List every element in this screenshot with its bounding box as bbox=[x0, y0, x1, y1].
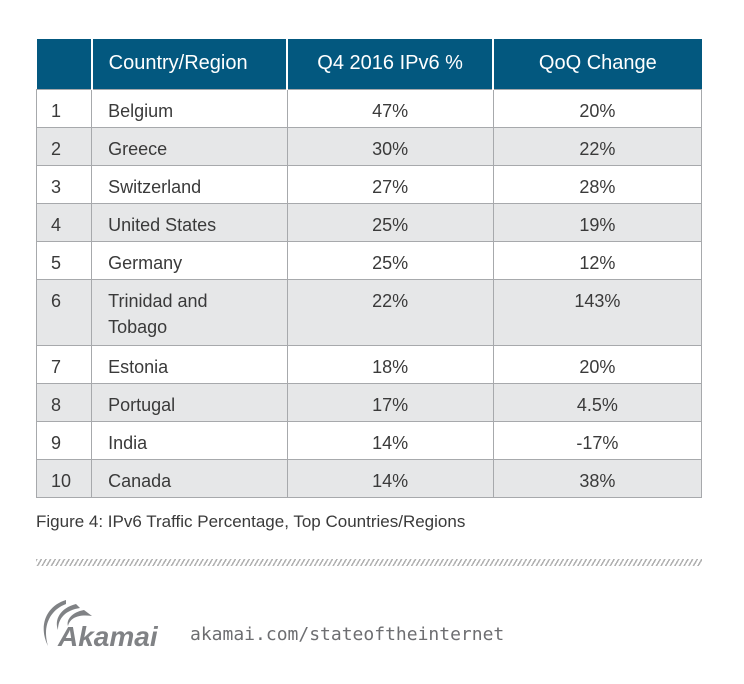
rank-cell: 2 bbox=[35, 126, 93, 166]
table-row: 5 Germany 25% 12% bbox=[35, 240, 703, 280]
qoq-cell: 28% bbox=[492, 164, 703, 204]
rank-cell: 9 bbox=[35, 420, 93, 460]
rank-cell: 5 bbox=[35, 240, 93, 280]
ipv6-cell: 27% bbox=[286, 164, 494, 204]
ipv6-cell: 22% bbox=[286, 278, 494, 346]
rank-cell: 4 bbox=[35, 202, 93, 242]
country-cell: India bbox=[91, 420, 288, 460]
qoq-cell: 143% bbox=[492, 278, 703, 346]
rank-cell: 1 bbox=[35, 88, 93, 128]
qoq-cell: 20% bbox=[492, 344, 703, 384]
country-cell: Portugal bbox=[91, 382, 288, 422]
header-ipv6: Q4 2016 IPv6 % bbox=[286, 39, 494, 89]
qoq-cell: 4.5% bbox=[492, 382, 703, 422]
qoq-cell: 12% bbox=[492, 240, 703, 280]
ipv6-cell: 14% bbox=[286, 458, 494, 498]
ipv6-cell: 30% bbox=[286, 126, 494, 166]
country-cell: Germany bbox=[91, 240, 288, 280]
qoq-cell: -17% bbox=[492, 420, 703, 460]
header-country: Country/Region bbox=[90, 39, 288, 89]
akamai-logo: Akamai bbox=[43, 600, 159, 652]
rank-cell: 10 bbox=[35, 458, 93, 498]
rank-cell: 3 bbox=[35, 164, 93, 204]
qoq-cell: 19% bbox=[492, 202, 703, 242]
hatched-divider bbox=[36, 559, 702, 566]
country-cell: Trinidad and Tobago bbox=[91, 278, 288, 346]
ipv6-table: Country/Region Q4 2016 IPv6 % QoQ Change… bbox=[35, 39, 703, 498]
country-cell: United States bbox=[91, 202, 288, 242]
ipv6-cell: 25% bbox=[286, 202, 494, 242]
svg-text:Akamai: Akamai bbox=[57, 621, 159, 652]
table-row: 4 United States 25% 19% bbox=[35, 202, 703, 242]
table-row: 8 Portugal 17% 4.5% bbox=[35, 382, 703, 422]
country-cell: Belgium bbox=[91, 88, 288, 128]
table-row: 7 Estonia 18% 20% bbox=[35, 344, 703, 384]
country-cell: Estonia bbox=[91, 344, 288, 384]
qoq-cell: 20% bbox=[492, 88, 703, 128]
country-cell: Switzerland bbox=[91, 164, 288, 204]
table-row: 1 Belgium 47% 20% bbox=[35, 88, 703, 128]
table-row: 6 Trinidad and Tobago 22% 143% bbox=[35, 278, 703, 346]
rank-cell: 7 bbox=[35, 344, 93, 384]
header-qoq: QoQ Change bbox=[492, 39, 702, 89]
country-cell: Canada bbox=[91, 458, 288, 498]
ipv6-cell: 18% bbox=[286, 344, 494, 384]
ipv6-cell: 17% bbox=[286, 382, 494, 422]
ipv6-cell: 14% bbox=[286, 420, 494, 460]
table-header-row: Country/Region Q4 2016 IPv6 % QoQ Change bbox=[36, 39, 702, 89]
ipv6-cell: 47% bbox=[286, 88, 494, 128]
ipv6-cell: 25% bbox=[286, 240, 494, 280]
table-row: 2 Greece 30% 22% bbox=[35, 126, 703, 166]
figure-caption: Figure 4: IPv6 Traffic Percentage, Top C… bbox=[36, 512, 466, 531]
qoq-cell: 38% bbox=[492, 458, 703, 498]
table-row: 3 Switzerland 27% 28% bbox=[35, 164, 703, 204]
footer-url[interactable]: akamai.com/stateoftheinternet bbox=[190, 624, 505, 645]
rank-cell: 8 bbox=[35, 382, 93, 422]
header-rank bbox=[36, 39, 92, 89]
rank-cell: 6 bbox=[35, 278, 93, 346]
qoq-cell: 22% bbox=[492, 126, 703, 166]
table-row: 10 Canada 14% 38% bbox=[35, 458, 703, 498]
country-cell: Greece bbox=[91, 126, 288, 166]
table-row: 9 India 14% -17% bbox=[35, 420, 703, 460]
